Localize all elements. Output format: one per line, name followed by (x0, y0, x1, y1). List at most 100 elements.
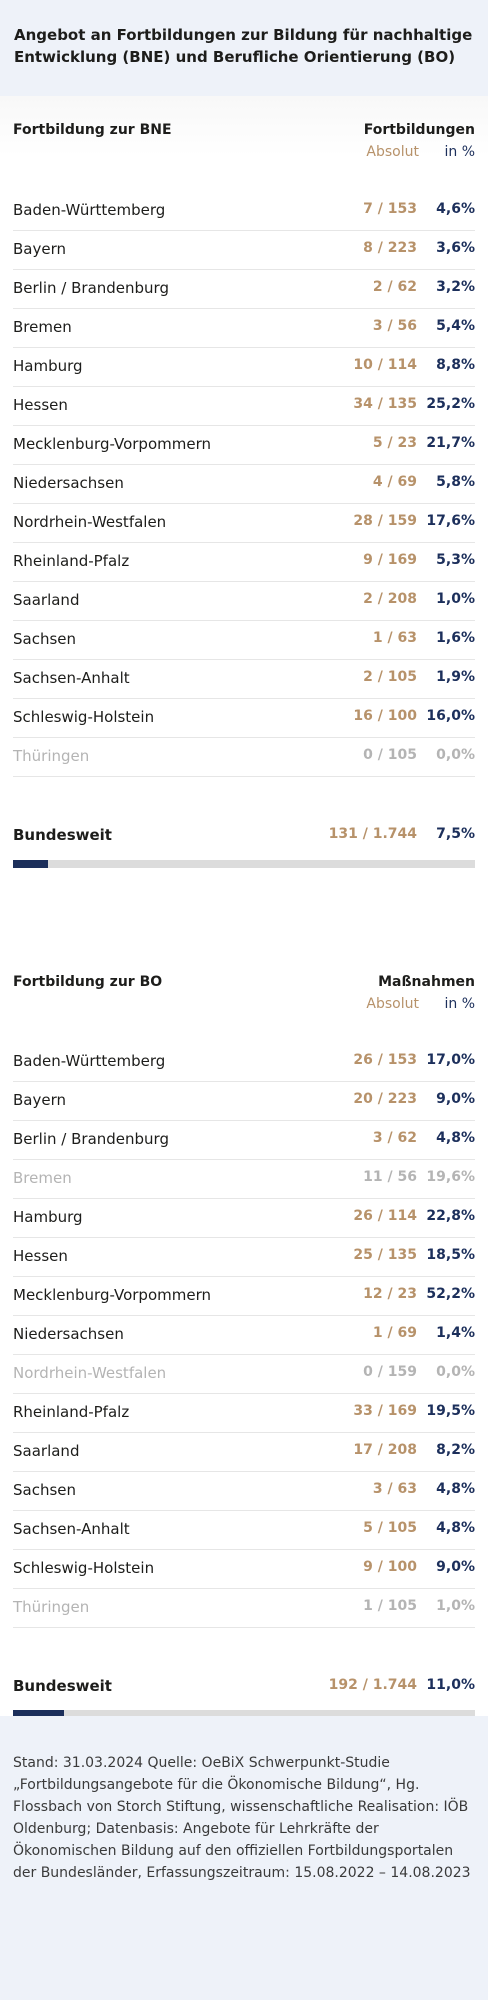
state-name: Sachsen-Anhalt (13, 669, 130, 687)
percent-value: 0,0% (436, 1364, 475, 1380)
absolute-value: 5 / 23 (372, 435, 417, 451)
table-row: Hamburg 10 / 114 8,8% (13, 348, 475, 387)
state-name: Hamburg (13, 1208, 83, 1226)
state-name: Niedersachsen (13, 1325, 124, 1343)
state-name: Thüringen (13, 747, 90, 765)
percent-value: 52,2% (426, 1286, 475, 1302)
percent-value: 0,0% (436, 747, 475, 763)
absolute-value: 1 / 69 (372, 1325, 417, 1341)
table-row: Saarland 2 / 208 1,0% (13, 582, 475, 621)
table-row: Thüringen 1 / 105 1,0% (13, 1589, 475, 1628)
percent-value: 16,0% (426, 708, 475, 724)
state-name: Baden-Württemberg (13, 201, 166, 219)
percent-value: 22,8% (426, 1208, 475, 1224)
table-row: Bayern 8 / 223 3,6% (13, 231, 475, 270)
state-name: Mecklenburg-Vorpommern (13, 435, 211, 453)
state-name: Niedersachsen (13, 474, 124, 492)
progress-bar (13, 1710, 475, 1718)
percent-value: 4,8% (436, 1520, 475, 1536)
absolute-value: 12 / 23 (363, 1286, 417, 1302)
table-row: Niedersachsen 1 / 69 1,4% (13, 1316, 475, 1355)
section-bne: Fortbildung zur BNE Fortbildungen Absolu… (0, 96, 488, 906)
section-header: Fortbildung zur BO Maßnahmen Absolut in … (13, 974, 475, 1034)
column-subtitle-percent: in % (444, 996, 475, 1012)
percent-value: 1,0% (436, 1598, 475, 1614)
absolute-value: 28 / 159 (353, 513, 417, 529)
state-name: Sachsen-Anhalt (13, 1520, 130, 1538)
state-name: Sachsen (13, 1481, 77, 1499)
percent-value: 17,0% (426, 1052, 475, 1068)
absolute-value: 9 / 100 (363, 1559, 417, 1575)
absolute-value: 1 / 63 (372, 630, 417, 646)
table-row: Bremen 3 / 56 5,4% (13, 309, 475, 348)
absolute-value: 0 / 159 (363, 1364, 417, 1380)
absolute-value: 33 / 169 (353, 1403, 417, 1419)
absolute-value: 26 / 114 (353, 1208, 417, 1224)
percent-value: 25,2% (426, 396, 475, 412)
section-title: Fortbildung zur BO (13, 974, 163, 990)
absolute-value: 2 / 208 (363, 591, 417, 607)
column-subtitle-percent: in % (444, 144, 475, 160)
state-name: Rheinland-Pfalz (13, 552, 130, 570)
state-name: Sachsen (13, 630, 77, 648)
progress-bar (13, 860, 475, 868)
table-row: Niedersachsen 4 / 69 5,8% (13, 465, 475, 504)
table-row: Sachsen 1 / 63 1,6% (13, 621, 475, 660)
percent-value: 5,4% (436, 318, 475, 334)
table-row: Sachsen 3 / 63 4,8% (13, 1472, 475, 1511)
table-row: Schleswig-Holstein 9 / 100 9,0% (13, 1550, 475, 1589)
state-name: Bremen (13, 318, 72, 336)
table-row: Nordrhein-Westfalen 0 / 159 0,0% (13, 1355, 475, 1394)
table-row: Sachsen-Anhalt 5 / 105 4,8% (13, 1511, 475, 1550)
total-row: Bundesweit 192 / 1.744 11,0% (13, 1677, 475, 1707)
table-row: Thüringen 0 / 105 0,0% (13, 738, 475, 777)
total-absolute: 131 / 1.744 (328, 826, 417, 842)
table-row: Bayern 20 / 223 9,0% (13, 1082, 475, 1121)
state-name: Saarland (13, 1442, 80, 1460)
percent-value: 1,9% (436, 669, 475, 685)
percent-value: 19,6% (426, 1169, 475, 1185)
table-row: Hessen 34 / 135 25,2% (13, 387, 475, 426)
column-subtitle-absolute: Absolut (366, 144, 419, 160)
table-row: Mecklenburg-Vorpommern 5 / 23 21,7% (13, 426, 475, 465)
percent-value: 4,8% (436, 1481, 475, 1497)
progress-bar-fill (13, 860, 48, 868)
percent-value: 5,3% (436, 552, 475, 568)
section-header: Fortbildung zur BNE Fortbildungen Absolu… (13, 122, 475, 182)
section-bo: Fortbildung zur BO Maßnahmen Absolut in … (0, 906, 488, 1718)
absolute-value: 1 / 105 (363, 1598, 417, 1614)
percent-value: 17,6% (426, 513, 475, 529)
absolute-value: 25 / 135 (353, 1247, 417, 1263)
absolute-value: 3 / 63 (372, 1481, 417, 1497)
table-row: Baden-Württemberg 7 / 153 4,6% (13, 192, 475, 231)
table-row: Schleswig-Holstein 16 / 100 16,0% (13, 699, 475, 738)
state-name: Berlin / Brandenburg (13, 279, 169, 297)
total-label: Bundesweit (13, 826, 112, 844)
table-row: Berlin / Brandenburg 2 / 62 3,2% (13, 270, 475, 309)
percent-value: 18,5% (426, 1247, 475, 1263)
state-name: Baden-Württemberg (13, 1052, 166, 1070)
absolute-value: 4 / 69 (372, 474, 417, 490)
percent-value: 3,2% (436, 279, 475, 295)
column-subtitle-absolute: Absolut (366, 996, 419, 1012)
table-row: Rheinland-Pfalz 33 / 169 19,5% (13, 1394, 475, 1433)
percent-value: 3,6% (436, 240, 475, 256)
percent-value: 21,7% (426, 435, 475, 451)
source-text: Stand: 31.03.2024 Quelle: OeBiX Schwerpu… (13, 1755, 471, 1881)
percent-value: 9,0% (436, 1559, 475, 1575)
state-name: Schleswig-Holstein (13, 1559, 155, 1577)
table-row: Baden-Württemberg 26 / 153 17,0% (13, 1043, 475, 1082)
percent-value: 1,4% (436, 1325, 475, 1341)
state-name: Nordrhein-Westfalen (13, 513, 167, 531)
absolute-value: 3 / 62 (372, 1130, 417, 1146)
table-row: Mecklenburg-Vorpommern 12 / 23 52,2% (13, 1277, 475, 1316)
total-row: Bundesweit 131 / 1.744 7,5% (13, 826, 475, 856)
column-title: Fortbildungen (363, 122, 475, 138)
state-name: Nordrhein-Westfalen (13, 1364, 167, 1382)
absolute-value: 3 / 56 (372, 318, 417, 334)
absolute-value: 9 / 169 (363, 552, 417, 568)
absolute-value: 10 / 114 (353, 357, 417, 373)
state-name: Saarland (13, 591, 80, 609)
percent-value: 4,6% (436, 201, 475, 217)
percent-value: 8,8% (436, 357, 475, 373)
